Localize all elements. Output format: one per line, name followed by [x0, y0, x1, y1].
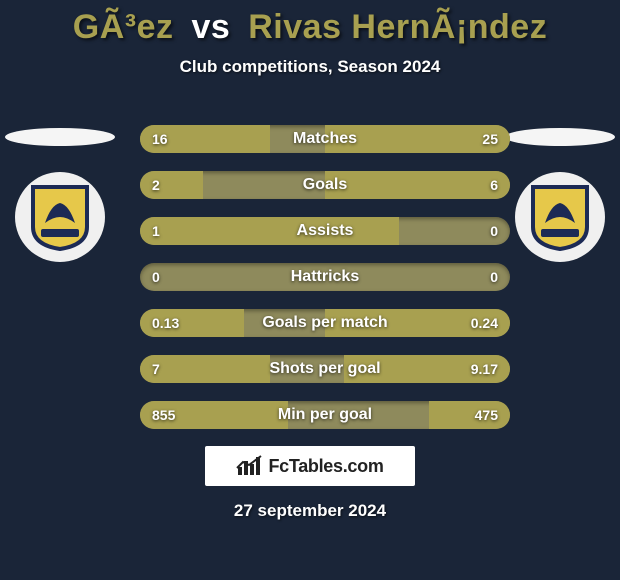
- stat-left-fill: [140, 217, 399, 245]
- brand-text: FcTables.com: [268, 456, 383, 477]
- stat-left-fill: [140, 171, 203, 199]
- stat-right-fill: [325, 171, 510, 199]
- comparison-title: GÃ³ez vs Rivas HernÃ¡ndez: [0, 0, 620, 47]
- vs-text: vs: [191, 8, 230, 46]
- bar-chart-icon: [236, 455, 262, 477]
- stat-row: 10Assists: [140, 217, 510, 245]
- stat-row: 855475Min per goal: [140, 401, 510, 429]
- stat-left-value: 0: [152, 263, 160, 291]
- stat-right-value: 475: [475, 401, 498, 429]
- aguilas-doradas-badge: [529, 183, 591, 251]
- player2-photo-placeholder: [505, 128, 615, 146]
- stat-right-value: 0.24: [471, 309, 498, 337]
- stat-right-value: 0: [490, 263, 498, 291]
- stat-left-value: 16: [152, 125, 168, 153]
- player1-name: GÃ³ez: [73, 8, 174, 46]
- player1-club-logo: [15, 172, 105, 262]
- stat-right-value: 9.17: [471, 355, 498, 383]
- stats-bars: 1625Matches26Goals10Assists00Hattricks0.…: [140, 125, 510, 447]
- subtitle: Club competitions, Season 2024: [0, 57, 620, 77]
- stat-right-value: 0: [490, 217, 498, 245]
- stat-row: 0 0Hattricks: [140, 263, 510, 291]
- player2-club-logo: [515, 172, 605, 262]
- player2-name: Rivas HernÃ¡ndez: [248, 8, 547, 46]
- stat-label: Hattricks: [140, 263, 510, 291]
- stat-left-value: 855: [152, 401, 175, 429]
- stat-left-value: 1: [152, 217, 160, 245]
- stat-row: 0.130.24Goals per match: [140, 309, 510, 337]
- stat-left-value: 7: [152, 355, 160, 383]
- stat-row: 26Goals: [140, 171, 510, 199]
- player2-profile: [505, 128, 615, 262]
- player1-profile: [5, 128, 115, 262]
- stat-left-value: 2: [152, 171, 160, 199]
- player1-photo-placeholder: [5, 128, 115, 146]
- stat-right-value: 25: [482, 125, 498, 153]
- stat-row: 1625Matches: [140, 125, 510, 153]
- stat-left-value: 0.13: [152, 309, 179, 337]
- stat-right-value: 6: [490, 171, 498, 199]
- fctables-logo: FcTables.com: [205, 446, 415, 486]
- generation-date: 27 september 2024: [0, 501, 620, 521]
- aguilas-doradas-badge: [29, 183, 91, 251]
- stat-row: 79.17Shots per goal: [140, 355, 510, 383]
